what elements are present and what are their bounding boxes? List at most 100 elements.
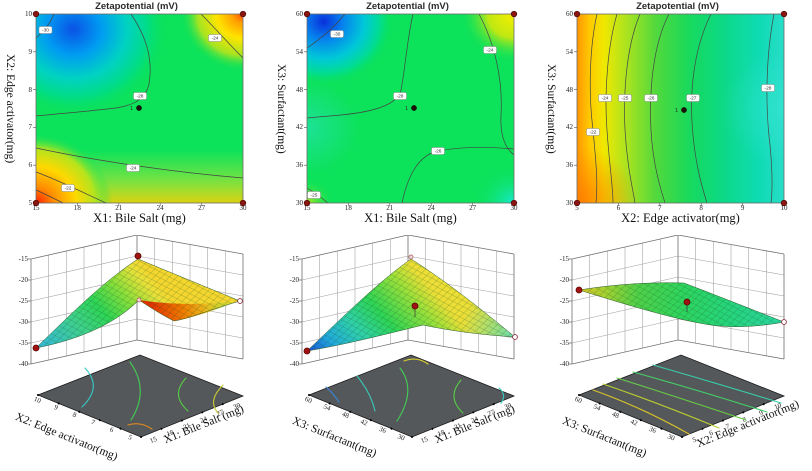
contour-canvas: -30 -24 -28 -26 -25 1 — [303, 10, 518, 207]
svg-text:-22: -22 — [65, 186, 72, 192]
contour-value-labels: -30 -24 -28 -26 -25 — [307, 30, 497, 199]
svg-text:-30: -30 — [42, 28, 49, 34]
svg-text:-24: -24 — [487, 48, 494, 54]
tick-label: 15 — [32, 204, 40, 212]
contour-canvas: -22 -24 -25 -26 -27 -28 1 — [573, 10, 788, 207]
svg-text:-24: -24 — [602, 96, 609, 102]
tick-label: 54 — [296, 47, 303, 56]
tick-label: 15 — [303, 204, 311, 212]
svg-text:-28: -28 — [397, 94, 404, 100]
y-axis-label: X3: Surfactant(mg) — [545, 63, 557, 154]
contour-plot-edgeactivator-surfactant: Zetapotential (mV) X3: Surfactant(mg) 60… — [541, 0, 812, 235]
tick-label: 18 — [73, 204, 81, 212]
svg-text:-22: -22 — [590, 130, 597, 136]
contour-floor — [307, 354, 516, 438]
tick-label: -40 — [289, 360, 299, 368]
response-surface — [35, 258, 241, 349]
chart-title: Zetapotential (mV) — [366, 1, 449, 12]
surface-canvas — [299, 235, 518, 438]
surface-design-points — [32, 252, 243, 352]
tick-label: 48 — [566, 85, 573, 94]
tick-label: 5 — [28, 198, 33, 207]
contour-value-labels: -30 -24 -28 -24 -22 — [38, 26, 222, 192]
tick-label: -20 — [18, 276, 28, 284]
tick-label: -15 — [559, 255, 569, 263]
tick-label: 6 — [616, 204, 621, 212]
svg-text:1: 1 — [675, 108, 678, 114]
y-axis-ticks: 60 54 48 42 36 30 — [553, 9, 573, 208]
tick-label: 10 — [780, 204, 788, 212]
tick-label: 5 — [575, 204, 579, 212]
tick-label: -20 — [559, 276, 569, 284]
plot-frame — [306, 13, 515, 204]
svg-text:-27: -27 — [690, 96, 697, 102]
plot-frame — [576, 13, 785, 204]
tick-label: 18 — [344, 204, 352, 212]
svg-text:-24: -24 — [130, 166, 137, 172]
x-axis-label: X1: Bile Salt (mg) — [93, 211, 186, 225]
plot-frame — [35, 13, 244, 204]
svg-text:-26: -26 — [648, 96, 655, 102]
color-field — [577, 14, 784, 203]
tick-label: 8 — [699, 204, 703, 212]
tick-label: -35 — [18, 339, 28, 347]
tick-label: 30 — [239, 204, 247, 212]
tick-label: -40 — [18, 360, 28, 368]
surface3d-edgeactivator-surfactant: -15 -20 -25 -30 -35 -40 60 54 48 42 36 30 5 6 7 8 9 10 … — [541, 235, 812, 471]
tick-label: 60 — [566, 10, 573, 18]
svg-text:-25: -25 — [311, 193, 318, 199]
tick-label: 36 — [566, 161, 573, 170]
tick-label: 36 — [296, 161, 303, 170]
tick-label: 24 — [427, 204, 435, 212]
contour-floor — [36, 354, 245, 438]
chart-title: Zetapotential (mV) — [636, 1, 719, 12]
z-axis-ticks: -15 -20 -25 -30 -35 -40 — [2, 254, 28, 369]
svg-text:-26: -26 — [435, 149, 442, 155]
z-axis-ticks: -15 -20 -25 -30 -35 -40 — [543, 254, 569, 369]
corner-design-points — [573, 10, 788, 207]
surface3d-bilesalt-surfactant: -15 -20 -25 -30 -35 -40 60 54 48 42 36 30 15 18 21 24… — [271, 235, 542, 471]
tick-label: 6 — [28, 161, 33, 170]
svg-text:-30: -30 — [334, 32, 341, 38]
svg-text:-28: -28 — [765, 86, 772, 92]
color-field — [307, 14, 514, 203]
surface3d-bilesalt-edgeactivator: -15 -20 -25 -30 -35 -40 10 9 8 7 6 5 15 18 21 24 27 30 … — [0, 235, 271, 471]
tick-label: 8 — [28, 85, 33, 94]
x-axis-ticks: 15 18 21 24 27 30 — [26, 204, 253, 212]
tick-label: 24 — [156, 204, 164, 212]
tick-label: -30 — [18, 318, 28, 326]
svg-text:-25: -25 — [622, 96, 629, 102]
tick-label: -15 — [289, 255, 299, 263]
x-axis-ticks: 15 18 21 24 27 30 — [297, 204, 524, 212]
tick-label: 48 — [296, 85, 303, 94]
corner-design-points — [32, 10, 247, 207]
surface-canvas — [28, 235, 245, 438]
chart-title: Zetapotential (mV) — [95, 1, 178, 12]
center-design-point: 1 — [130, 105, 142, 112]
contour-floor — [577, 354, 786, 438]
tick-label: 27 — [469, 204, 477, 212]
tick-label: 21 — [386, 204, 394, 212]
tick-label: 42 — [296, 123, 303, 132]
tick-label: -20 — [289, 276, 299, 284]
svg-text:-24: -24 — [212, 36, 219, 42]
tick-label: 9 — [28, 47, 33, 56]
tick-label: 30 — [566, 198, 573, 207]
tick-label: -35 — [559, 339, 569, 347]
surface-design-points — [575, 286, 787, 325]
contour-canvas: -30 -24 -28 -24 -22 1 — [32, 10, 247, 207]
z-axis-ticks: -15 -20 -25 -30 -35 -40 — [273, 254, 299, 369]
contour-plot-bilesalt-surfactant: Zetapotential (mV) X3: Surfactant(mg) 60… — [271, 0, 542, 235]
response-surface — [578, 282, 785, 328]
center-design-point: 1 — [675, 107, 687, 114]
y-axis-label: X3: Surfactant(mg) — [275, 63, 287, 154]
x-axis-label: X2: Edge activator(mg) — [621, 211, 740, 225]
tick-label: -15 — [18, 255, 28, 263]
tick-label: 30 — [510, 204, 518, 212]
tick-label: 7 — [28, 123, 33, 132]
tick-label: -30 — [559, 318, 569, 326]
tick-label: 9 — [740, 204, 745, 212]
center-design-point: 1 — [405, 105, 417, 112]
tick-label: 10 — [25, 10, 32, 18]
